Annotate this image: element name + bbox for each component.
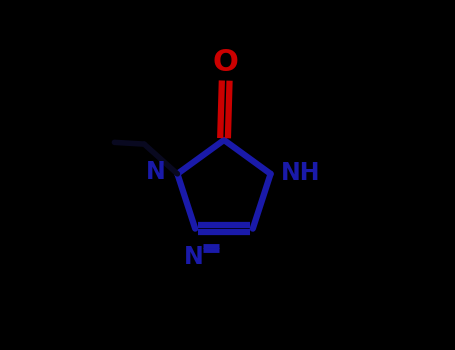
Text: N: N — [183, 245, 203, 270]
Text: NH: NH — [281, 161, 321, 185]
Text: N: N — [146, 160, 165, 184]
Text: O: O — [213, 48, 239, 77]
